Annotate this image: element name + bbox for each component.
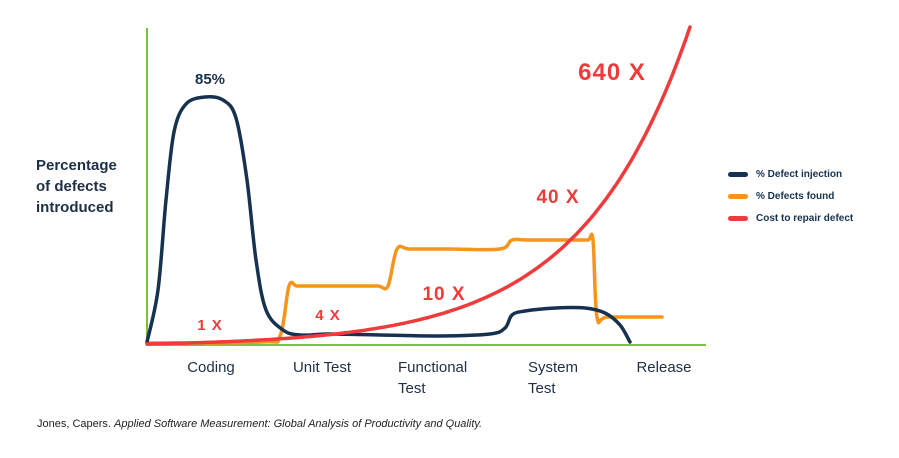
cost-multiplier-label: 1 X [197,317,223,334]
legend-swatch [728,193,748,199]
citation-author: Jones, Capers. [37,418,111,430]
legend-label: % Defect injection [756,168,843,180]
legend-item-defect-injection: % Defect injection [728,163,853,185]
legend-item-defects-found: % Defects found [728,185,853,207]
x-tick-label: Functional [398,359,467,376]
series-line-defect-injection [145,94,632,344]
cost-multiplier-label: 40 X [536,187,579,208]
peak-value-label: 85% [195,71,225,88]
citation-title: Applied Software Measurement: Global Ana… [114,418,483,430]
legend-label: % Defects found [756,190,835,202]
x-tick-label: Unit Test [293,359,352,376]
cost-multiplier-label: 10 X [422,284,465,305]
legend-item-cost-to-repair: Cost to repair defect [728,207,853,229]
x-tick-label: Release [636,359,691,376]
y-axis-title-line: of defects [36,178,107,195]
legend-label: Cost to repair defect [756,212,854,224]
legend-swatch [728,215,748,221]
x-tick-label: Coding [187,359,235,376]
source-citation: Jones, Capers. Applied Software Measurem… [37,418,482,430]
y-axis-title-line: introduced [36,199,114,216]
series-line-defects-found [145,232,664,345]
cost-multiplier-label: 4 X [315,307,341,324]
legend: % Defect injection % Defects found Cost … [728,163,853,229]
cost-multiplier-label: 640 X [578,59,646,86]
y-axis-title-line: Percentage [36,157,117,174]
series-line-cost-to-repair [145,25,692,346]
x-tick-label: Test [398,380,426,397]
legend-swatch [728,171,748,177]
x-tick-label: Test [528,380,556,397]
y-axis-title: Percentage of defects introduced [36,155,146,218]
x-tick-label: System [528,359,578,376]
